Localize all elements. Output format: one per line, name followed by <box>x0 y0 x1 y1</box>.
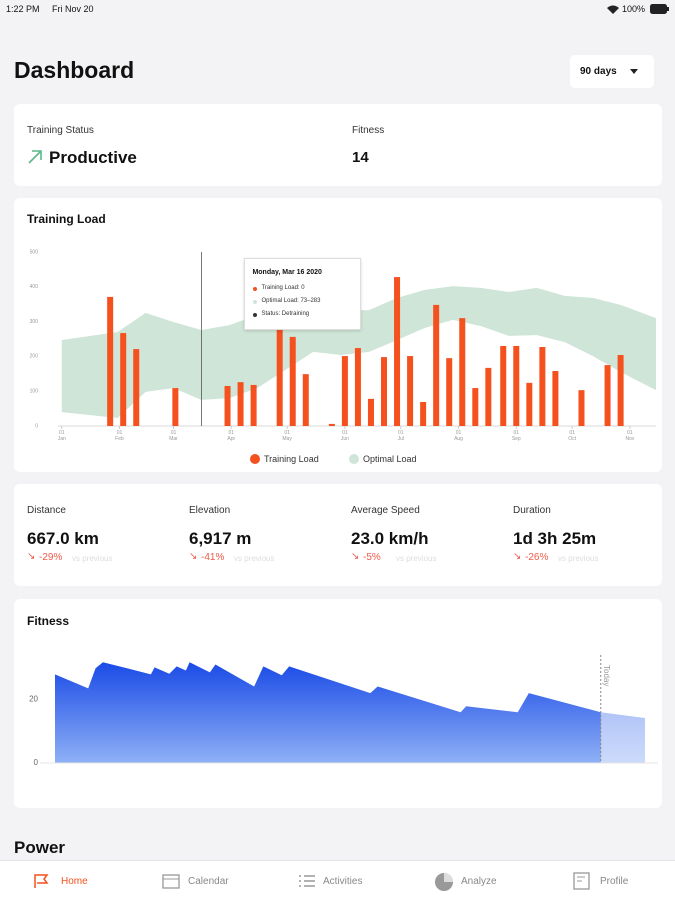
stat-compare: vs previous <box>234 554 275 563</box>
tooltip-line: Status: Detraining <box>261 311 310 317</box>
tab-label[interactable]: Home <box>61 876 88 887</box>
calendar-icon <box>162 874 180 889</box>
stat-change: -5% <box>363 552 381 563</box>
profile-icon <box>573 872 590 890</box>
x-tick-label: 01 Mar <box>169 430 178 442</box>
x-tick-label: 01 Feb <box>115 430 124 442</box>
x-tick-label: 01 Aug <box>454 430 463 442</box>
legend-swatch <box>349 454 359 464</box>
tooltip: Monday, Mar 16 2020 Training Load: 0 Optim… <box>244 258 362 330</box>
home-icon <box>34 874 49 888</box>
stat-change: -26% <box>525 552 549 563</box>
activities-icon <box>299 875 315 887</box>
x-tick-label: 01 Apr <box>227 430 236 442</box>
x-tick-label: 01 Nov <box>625 430 635 442</box>
legend-swatch <box>250 454 260 464</box>
change-arrow: ↘ <box>189 551 198 562</box>
change-arrow: ↘ <box>351 551 360 562</box>
stat-value: 6,917 m <box>189 529 252 548</box>
stat-compare: vs previous <box>72 554 113 563</box>
fitness-value: 14 <box>352 149 369 166</box>
tab-bar: Home Calendar Activities Analyze Profile <box>0 860 675 900</box>
status-card: Training Status Productive Fitness 14 <box>14 104 662 186</box>
stats-card: Distance 667.0 km ↘ -29% vs previous Elevatio… <box>14 484 662 586</box>
x-tick-label: 01 Jan <box>57 430 66 442</box>
battery-icon <box>650 4 669 14</box>
status-date: Fri Nov 20 <box>52 4 94 14</box>
legend-label: Training Load <box>264 454 319 464</box>
stat-value: 23.0 km/h <box>351 529 429 548</box>
stat-label: Average Speed <box>351 505 420 516</box>
tab-label[interactable]: Activities <box>323 876 363 887</box>
range-label: 90 days <box>580 66 617 77</box>
page-title: Dashboard <box>14 57 135 83</box>
fitness-label: Fitness <box>352 125 385 136</box>
stat-compare: vs previous <box>396 554 437 563</box>
x-tick-label: 01 Sep <box>511 430 521 442</box>
dropdown-caret <box>630 69 638 74</box>
status-label: Training Status <box>27 125 94 136</box>
change-arrow: ↘ <box>27 551 36 562</box>
stat-change: -41% <box>201 552 225 563</box>
stat-compare: vs previous <box>558 554 599 563</box>
tab-label[interactable]: Analyze <box>461 876 497 887</box>
analyze-icon <box>435 873 453 891</box>
tooltip-line: Optimal Load: 73–283 <box>261 298 321 304</box>
battery-level: 100% <box>622 4 646 14</box>
chart-title: Fitness <box>27 614 70 628</box>
stat-change: -29% <box>39 552 63 563</box>
x-tick-label: 01 May <box>282 430 292 442</box>
tooltip-dot <box>253 313 258 317</box>
stat-value: 667.0 km <box>27 529 99 548</box>
trend-icon <box>28 150 42 164</box>
stat-value: 1d 3h 25m <box>513 529 597 548</box>
legend-label: Optimal Load <box>363 454 417 464</box>
x-tick-label: 01 Jun <box>340 430 349 442</box>
stat-label: Distance <box>27 505 66 516</box>
chart-title: Training Load <box>27 212 106 226</box>
stat-label: Duration <box>513 505 551 516</box>
tooltip-line: Training Load: 0 <box>261 285 305 291</box>
tab-label[interactable]: Profile <box>600 876 629 887</box>
section-title: Power <box>14 838 66 857</box>
tab-label[interactable]: Calendar <box>188 876 229 887</box>
tooltip-dot <box>253 300 258 304</box>
fitness-card: Fitness <box>14 599 662 808</box>
wifi-icon <box>607 5 619 14</box>
status-time: 1:22 PM <box>6 4 40 14</box>
range-select[interactable]: 90 days <box>570 55 654 88</box>
status-value: Productive <box>49 148 137 167</box>
x-tick-label: 01 Jul <box>397 430 404 442</box>
x-tick-label: 01 Oct <box>568 430 577 442</box>
tooltip-dot <box>253 287 258 291</box>
tooltip-title: Monday, Mar 16 2020 <box>252 269 322 276</box>
stat-label: Elevation <box>189 505 231 516</box>
change-arrow: ↘ <box>513 551 522 562</box>
